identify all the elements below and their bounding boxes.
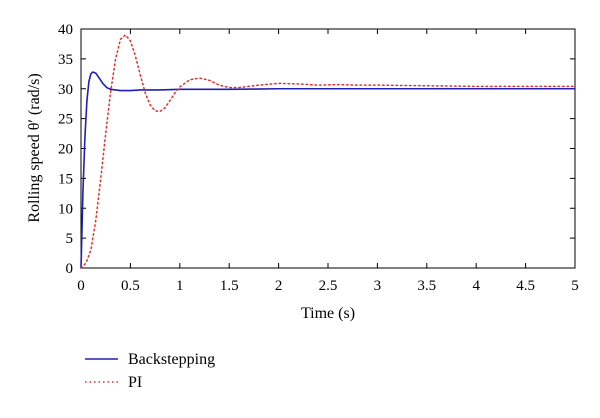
y-tick-label: 40 bbox=[58, 22, 73, 38]
x-tick-label: 0.5 bbox=[121, 278, 140, 294]
series-line-backstepping bbox=[80, 71, 576, 269]
x-tick-label: 3.5 bbox=[417, 278, 436, 294]
y-tick-label: 25 bbox=[58, 112, 73, 128]
x-tick-label: 2 bbox=[275, 278, 283, 294]
legend-label-pi: PI bbox=[128, 374, 142, 391]
y-tick-label: 20 bbox=[58, 142, 73, 158]
x-tick-label: 3 bbox=[374, 278, 382, 294]
x-axis-label: Time (s) bbox=[301, 305, 355, 322]
y-axis-ticks: 0 5 10 15 20 25 30 35 40 bbox=[58, 22, 575, 277]
y-tick-label: 30 bbox=[58, 82, 73, 98]
y-tick-label: 10 bbox=[58, 201, 73, 217]
y-tick-label: 0 bbox=[66, 261, 74, 277]
x-tick-label: 0 bbox=[77, 278, 85, 294]
y-tick-label: 15 bbox=[58, 171, 73, 187]
series-layer bbox=[80, 34, 576, 269]
legend-label-backstepping: Backstepping bbox=[128, 351, 215, 368]
x-tick-label: 4.5 bbox=[516, 278, 535, 294]
x-tick-label: 4 bbox=[472, 278, 480, 294]
x-tick-label: 2.5 bbox=[319, 278, 338, 294]
x-tick-label: 5 bbox=[571, 278, 579, 294]
x-tick-label: 1 bbox=[176, 278, 184, 294]
x-tick-label: 1.5 bbox=[220, 278, 239, 294]
x-axis-ticks: 0 0.5 1 1.5 2 2.5 3 3.5 4 4.5 5 bbox=[77, 29, 579, 294]
plot-frame bbox=[80, 28, 576, 269]
series-line-pi bbox=[80, 34, 576, 269]
y-tick-label: 5 bbox=[66, 231, 74, 247]
y-tick-label: 35 bbox=[58, 52, 73, 68]
y-axis-label: Rolling speed θ′ (rad/s) bbox=[26, 73, 43, 222]
legend: Backstepping PI bbox=[85, 351, 215, 391]
